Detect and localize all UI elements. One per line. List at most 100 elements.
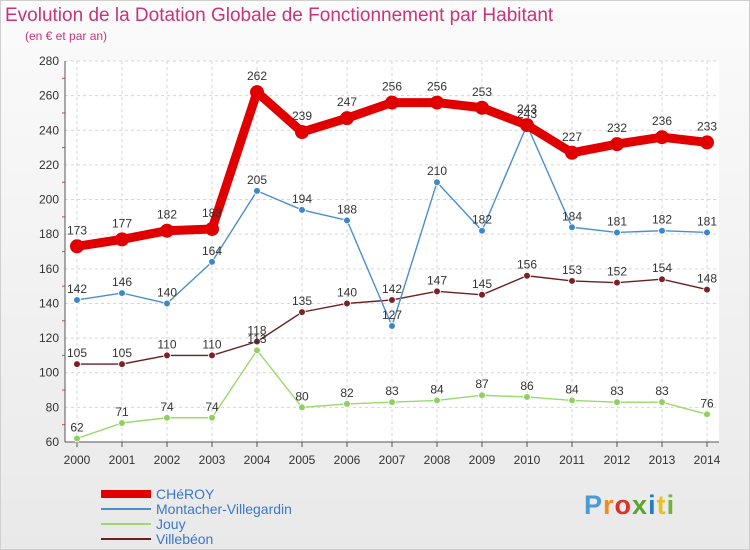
data-label: 74 bbox=[160, 400, 174, 414]
legend-item: Montacher-Villegardin bbox=[101, 502, 361, 517]
data-point bbox=[568, 396, 576, 405]
data-label: 80 bbox=[295, 389, 309, 403]
y-tick-label: 240 bbox=[39, 123, 59, 137]
data-point bbox=[433, 178, 441, 187]
data-label: 210 bbox=[427, 164, 447, 178]
data-point bbox=[343, 299, 351, 308]
data-point bbox=[73, 360, 81, 368]
data-label: 227 bbox=[562, 130, 582, 144]
y-tick-label: 60 bbox=[46, 435, 60, 449]
x-tick-label: 2007 bbox=[379, 453, 406, 467]
data-label: 147 bbox=[427, 273, 447, 287]
data-label: 148 bbox=[697, 272, 717, 286]
data-point bbox=[205, 221, 219, 236]
data-point bbox=[343, 400, 351, 408]
x-tick-label: 2004 bbox=[244, 453, 271, 467]
data-label: 243 bbox=[517, 107, 537, 121]
chart-title: Evolution de la Dotation Globale de Fonc… bbox=[5, 5, 554, 26]
data-label: 239 bbox=[292, 109, 312, 123]
data-point bbox=[298, 206, 306, 214]
data-label: 253 bbox=[472, 85, 492, 99]
plot-area bbox=[65, 61, 719, 442]
data-point bbox=[163, 413, 171, 422]
series-0 bbox=[70, 85, 714, 254]
data-point bbox=[565, 145, 579, 160]
legend-swatch bbox=[101, 538, 151, 540]
data-point bbox=[253, 187, 261, 195]
legend-swatch bbox=[101, 490, 151, 498]
data-point bbox=[700, 135, 714, 150]
data-label: 243 bbox=[517, 102, 537, 116]
data-point bbox=[475, 100, 489, 115]
data-point bbox=[208, 258, 216, 266]
data-label: 262 bbox=[247, 69, 267, 83]
data-label: 184 bbox=[562, 209, 582, 223]
data-point bbox=[610, 137, 624, 152]
y-tick-label: 160 bbox=[39, 262, 59, 276]
data-point bbox=[478, 290, 486, 299]
logo-letter: i bbox=[648, 490, 657, 520]
data-point bbox=[73, 296, 81, 304]
logo-letter: x bbox=[632, 490, 649, 520]
data-label: 110 bbox=[157, 337, 176, 351]
data-label: 236 bbox=[652, 114, 672, 128]
data-point bbox=[385, 95, 399, 110]
data-label: 74 bbox=[205, 400, 219, 414]
x-tick-label: 2001 bbox=[109, 453, 136, 467]
x-tick-label: 2002 bbox=[154, 453, 181, 467]
data-point bbox=[658, 275, 666, 284]
data-point bbox=[298, 308, 306, 316]
data-labels: 105 105 110 110 118 135 140 142 147 145 156 153 152 1… bbox=[67, 69, 717, 434]
data-point bbox=[613, 398, 621, 406]
data-label: 83 bbox=[610, 384, 624, 398]
data-point bbox=[520, 118, 534, 133]
data-point bbox=[430, 95, 444, 110]
data-point bbox=[655, 130, 669, 145]
data-label: 110 bbox=[202, 337, 221, 351]
data-label: 135 bbox=[292, 294, 312, 308]
data-label: 153 bbox=[562, 263, 582, 277]
x-tick-label: 2012 bbox=[604, 453, 631, 467]
data-point bbox=[253, 337, 261, 346]
data-label: 182 bbox=[652, 213, 672, 227]
data-label: 83 bbox=[385, 384, 399, 398]
data-label: 140 bbox=[337, 285, 357, 299]
series-2 bbox=[73, 346, 711, 443]
data-point bbox=[208, 413, 216, 422]
legend: CHéROY Montacher-Villegardin Jouy Villeb… bbox=[101, 487, 361, 547]
data-point bbox=[478, 391, 486, 400]
data-point bbox=[568, 223, 576, 232]
data-label: 205 bbox=[247, 173, 267, 187]
legend-item: Jouy bbox=[101, 517, 361, 532]
data-label: 247 bbox=[337, 95, 357, 109]
x-tick-label: 2014 bbox=[694, 453, 721, 467]
x-tick-label: 2011 bbox=[559, 453, 585, 467]
data-label: 182 bbox=[157, 208, 177, 222]
x-tick-label: 2008 bbox=[424, 453, 451, 467]
data-label: 154 bbox=[652, 261, 672, 275]
data-point bbox=[253, 346, 261, 355]
data-label: 87 bbox=[475, 377, 489, 391]
data-label: 105 bbox=[112, 346, 132, 360]
data-point bbox=[613, 278, 621, 287]
data-label: 82 bbox=[340, 386, 354, 400]
x-tick-label: 2000 bbox=[64, 453, 91, 467]
data-label: 256 bbox=[382, 80, 402, 94]
data-point bbox=[163, 351, 171, 360]
data-point bbox=[523, 271, 531, 280]
data-point bbox=[478, 226, 486, 235]
data-label: 188 bbox=[337, 202, 357, 216]
data-label: 181 bbox=[697, 214, 717, 228]
data-point bbox=[703, 410, 711, 419]
data-point bbox=[703, 285, 711, 294]
data-point bbox=[343, 216, 351, 225]
data-point bbox=[523, 393, 531, 401]
data-label: 113 bbox=[247, 332, 266, 346]
data-label: 164 bbox=[202, 244, 222, 258]
data-point bbox=[298, 403, 306, 412]
logo-letter: o bbox=[614, 490, 633, 520]
legend-label: Jouy bbox=[156, 516, 186, 532]
data-label: 142 bbox=[382, 282, 402, 296]
y-tick-label: 100 bbox=[39, 366, 59, 380]
